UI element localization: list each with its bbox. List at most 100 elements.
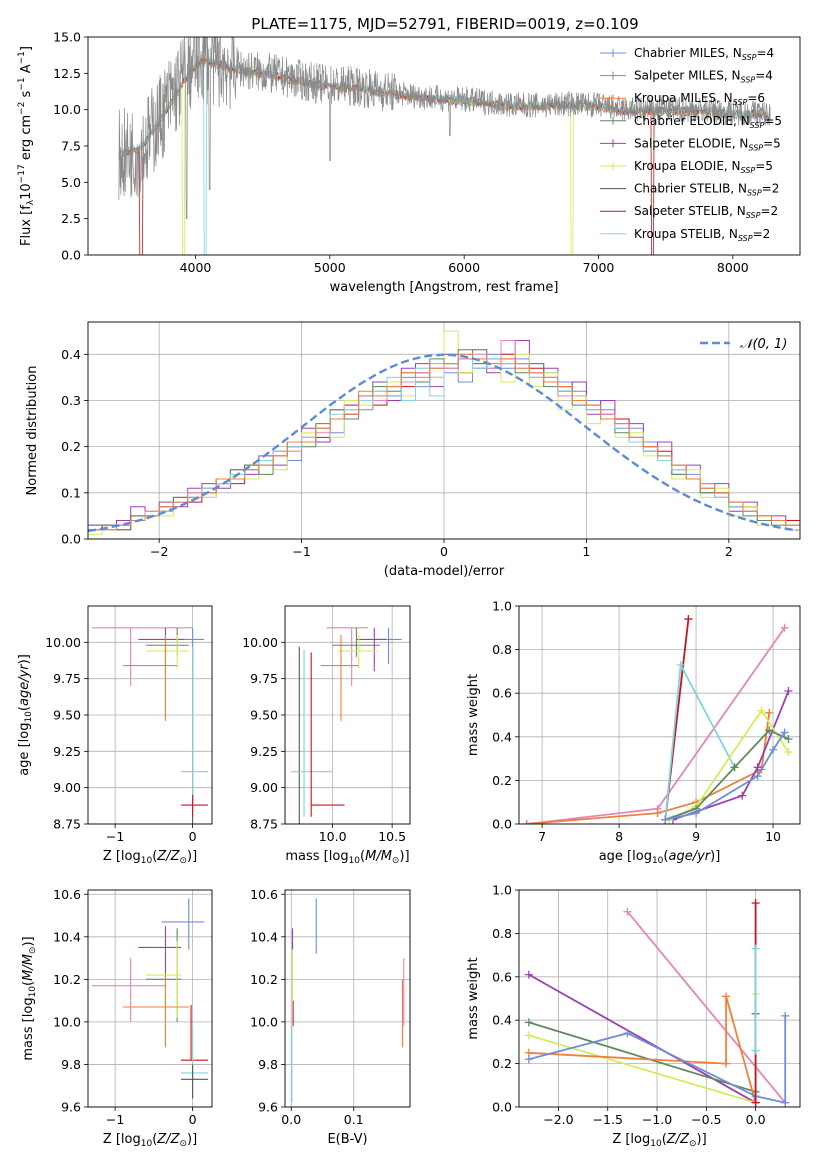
plot-age_vs_mass: 10.0 10.5 8.75 9.00 9.25 9.50 9.75 10.00 mass [l… [242,605,411,866]
series-marker [738,791,747,800]
error-bar-point [184,627,205,665]
mass-weight-series [528,994,757,1104]
y-tick-label: 10.4 [53,929,81,944]
x-axis-label: Z [log10(Z/Z⊙)] [612,1132,706,1149]
plot-content [524,899,790,1107]
mass-weight-series [626,911,786,1104]
legend-label: Salpeter STELIB, NSSP=2 [634,204,778,220]
plot-massweight_vs_age: 7 8 9 10 0.0 0.2 0.4 0.6 0.8 1.0 age [log10(age/yr… [466,599,801,866]
series-marker [676,660,685,669]
mass-weight-series [668,708,790,821]
series-marker [780,623,789,632]
plot-content [290,627,402,824]
x-tick-label: 0.1 [344,1112,364,1127]
x-tick-label: 1 [582,544,590,559]
x-tick-label: −1.0 [642,1112,672,1127]
y-tick-label: 9.25 [53,744,81,759]
y-tick-label: 2.5 [61,211,81,226]
error-bar-point [326,627,369,686]
y-tick-label: 1.0 [492,599,512,614]
axes-frame [284,605,411,825]
y-tick-label: 0.1 [61,485,81,500]
error-bar-point [146,941,181,1018]
error-bar-point [138,926,181,980]
x-axis-label: mass [log10(M/M⊙)] [285,849,409,866]
y-tick-label: 9.75 [53,671,81,686]
series-marker [751,1098,760,1107]
series-marker [684,615,693,624]
series-marker [722,1059,731,1068]
legend-label: Kroupa STELIB, NSSP=2 [634,227,770,243]
y-tick-label: 0.0 [492,1100,512,1115]
plot-mass_vs_ebv: 0.0 0.1 9.6 9.8 10.0 10.2 10.4 10.6 E(B-V) [250,887,411,1147]
x-axis-label: wavelength [Angstrom, rest frame] [330,280,559,295]
error-bar-point [338,635,378,669]
series-marker [781,1011,790,1020]
series-marker [769,745,778,754]
y-tick-label: 10.0 [250,1014,278,1029]
x-tick-label: 9 [692,829,700,844]
x-axis-label: E(B-V) [327,1132,367,1147]
plot-residuals: −2 −1 0 1 2 0.0 0.1 0.2 0.3 0.4 (data-model)/error… [25,321,801,579]
legend-label: 𝒩(0, 1) [740,337,787,352]
x-tick-label: 0 [189,829,197,844]
y-axis-label: age [log10(age/yr)] [17,654,34,776]
histogram-series [88,353,800,531]
y-tick-label: 10.2 [53,972,81,987]
y-tick-label: 0.6 [492,969,512,984]
x-tick-label: 7 [538,829,546,844]
y-tick-label: 9.6 [61,1100,81,1115]
y-tick-label: 7.5 [61,139,81,154]
legend-label: Chabrier STELIB, NSSP=2 [634,182,779,198]
y-tick-label: 0.2 [61,439,81,454]
y-axis-label: mass weight [466,674,481,756]
series-marker [661,815,670,824]
gaussian-reference-curve [88,353,798,533]
x-tick-label: 7000 [583,260,615,275]
plot-spectrum: 4000 5000 6000 7000 8000 0.0 2.5 5.0 7.5 10.0 12.5… [17,30,801,295]
series-marker [765,708,774,717]
x-tick-label: −2 [150,544,168,559]
y-tick-label: 15.0 [53,30,81,45]
x-axis-label: (data-model)/error [384,564,505,579]
axes-frame [87,889,213,1108]
series-marker [784,734,793,743]
x-tick-label: 5000 [314,260,346,275]
error-bar-point [138,627,185,654]
error-bar-point [290,649,333,817]
y-tick-label: 5.0 [61,175,81,190]
x-tick-label: −2.0 [543,1112,573,1127]
x-tick-label: −1 [292,544,310,559]
y-tick-label: 0.8 [492,926,512,941]
y-tick-label: 10.0 [53,102,81,117]
series-marker [692,809,701,818]
figure-title: PLATE=1175, MJD=52791, FIBERID=0019, z=0… [251,15,638,33]
y-tick-label: 10.00 [45,635,81,650]
series-marker [524,1031,533,1040]
mass-weight-series [526,627,786,824]
axes-frame [518,605,801,825]
y-tick-label: 10.6 [53,887,81,902]
legend-label: Kroupa ELODIE, NSSP=5 [634,159,773,175]
series-marker [522,820,531,824]
plot-content [91,627,209,824]
legend-label: Chabrier ELODIE, NSSP=5 [634,114,782,130]
x-tick-label: 8000 [717,260,749,275]
error-bar-point [122,975,189,1048]
series-marker [784,748,793,757]
x-tick-label: −1 [106,829,124,844]
error-bar-point [181,1064,209,1099]
series-marker [751,944,760,953]
error-bar-point [91,627,193,686]
error-bar-point [161,898,205,950]
plot-content [91,898,209,1099]
y-tick-label: 9.8 [258,1057,278,1072]
error-bar-point [320,635,359,721]
y-tick-label: 0.2 [492,773,512,788]
x-tick-label: 0.0 [281,1112,301,1127]
legend-label: Salpeter ELODIE, NSSP=5 [634,136,781,152]
axes-frame [87,36,801,256]
legend-label: Kroupa MILES, NSSP=6 [634,91,765,107]
x-axis-label: Z [log10(Z/Z⊙)] [103,849,197,866]
